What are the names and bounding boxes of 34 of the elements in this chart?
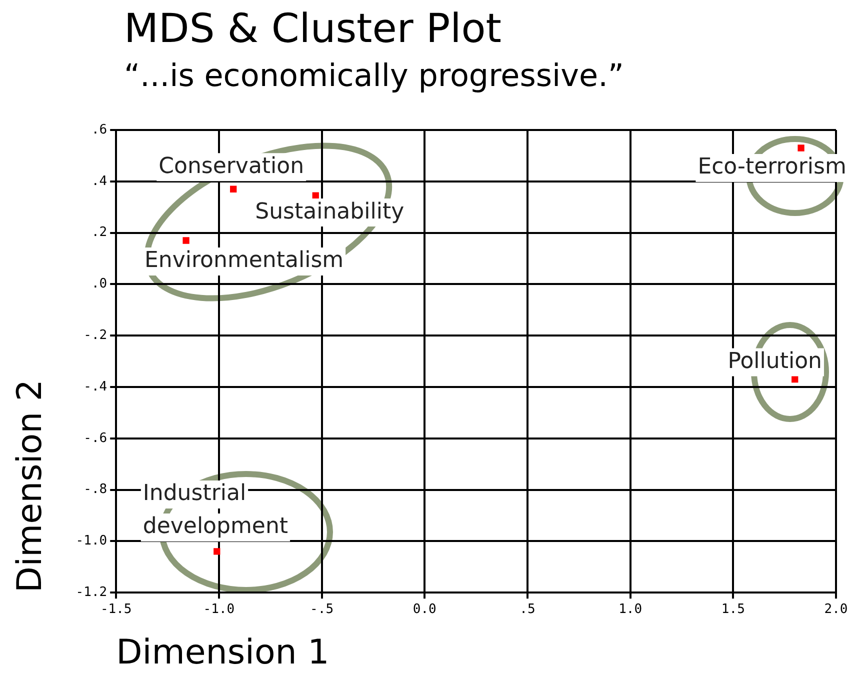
chart-subtitle: “...is economically progressive.”	[124, 58, 624, 94]
annotation: Pollution	[728, 349, 822, 374]
x-tick-label: -.5	[310, 602, 334, 617]
y-axis-title: Dimension 2	[10, 379, 50, 593]
x-axis-title: Dimension 1	[116, 632, 330, 672]
y-tick-label: .2	[91, 225, 108, 240]
annotation: Eco-terrorism	[698, 154, 846, 180]
point	[312, 192, 319, 199]
x-tick-label: 2.0	[824, 602, 848, 617]
y-tick-label: -.8	[84, 482, 108, 498]
annotation: Environmentalism	[144, 248, 344, 274]
y-tick-label: .6	[91, 122, 108, 138]
y-tick-label: -1.2	[76, 584, 108, 600]
x-tick-label: 1.0	[618, 602, 642, 617]
point	[798, 144, 804, 152]
y-tick-label: -1.0	[76, 534, 108, 549]
annotation: Sustainability	[255, 199, 404, 224]
x-tick-label: -1.5	[100, 602, 132, 617]
point	[230, 186, 237, 192]
y-tick-label: .0	[91, 276, 108, 292]
point	[214, 548, 220, 555]
point	[792, 376, 798, 383]
y-tick-label: .4	[91, 174, 108, 189]
x-tick-label: 1.5	[721, 602, 745, 617]
y-tick-label: -.2	[84, 328, 108, 343]
annotation: Conservation	[158, 154, 304, 179]
x-tick-label: -1.0	[203, 602, 235, 617]
y-tick-label: -.4	[84, 379, 108, 394]
y-tick-label: -.6	[84, 430, 108, 446]
x-tick-label: 0.0	[412, 602, 436, 617]
chart-title: MDS & Cluster Plot	[124, 6, 502, 52]
point	[182, 237, 190, 244]
x-tick-label: .5	[520, 602, 536, 617]
annotation: Industrial development	[142, 481, 288, 540]
